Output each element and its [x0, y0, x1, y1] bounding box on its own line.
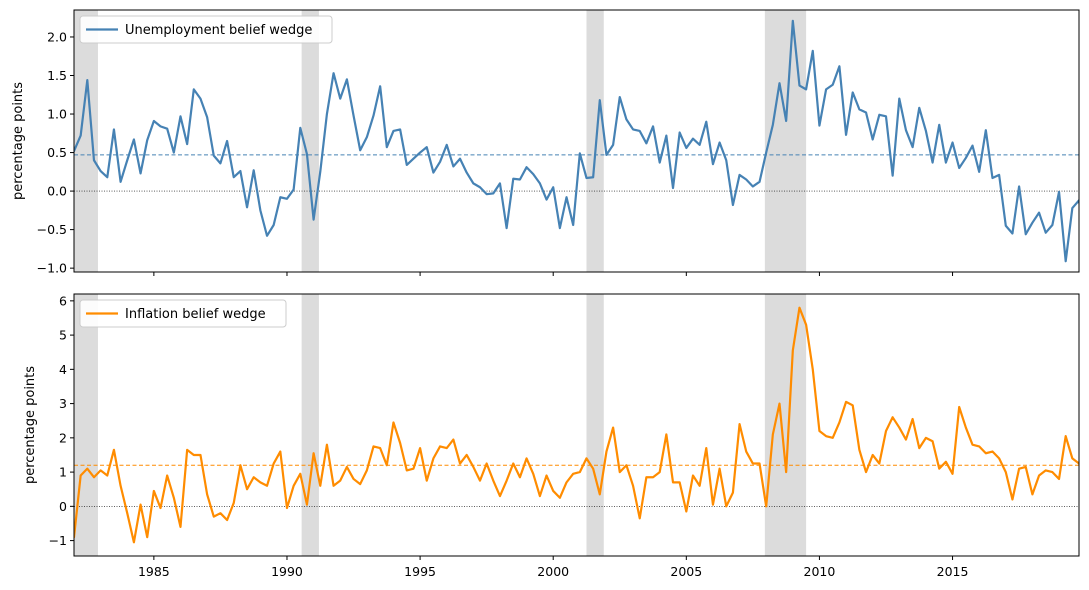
series-line	[74, 306, 1079, 544]
recession-band	[74, 10, 98, 272]
legend-label: Inflation belief wedge	[125, 307, 266, 322]
plot-area	[74, 10, 1079, 272]
legend: Inflation belief wedge	[79, 299, 287, 328]
y-tick-label: 0	[59, 499, 67, 514]
x-tick-label: 2010	[804, 564, 836, 579]
x-tick-label: 2015	[937, 564, 969, 579]
x-tick-label: 1995	[404, 564, 436, 579]
x-tick-label: 1990	[271, 564, 303, 579]
recession-band	[764, 294, 807, 556]
y-tick-label: 2.0	[47, 29, 67, 44]
legend-label: Unemployment belief wedge	[125, 23, 312, 38]
x-tick-label: 2005	[670, 564, 702, 579]
y-tick-label: −1	[49, 533, 67, 548]
y-tick-label: 0.5	[47, 145, 67, 160]
y-tick-label: 0.0	[47, 184, 67, 199]
plot-area	[74, 294, 1079, 556]
legend-box	[79, 15, 333, 44]
y-tick-label: −1.0	[37, 261, 67, 276]
y-tick-label: 3	[59, 396, 67, 411]
legend-box	[79, 299, 287, 328]
y-tick-label: 2	[59, 430, 67, 445]
y-tick-label: 1.5	[47, 68, 67, 83]
recession-band	[586, 10, 604, 272]
legend: Unemployment belief wedge	[79, 15, 333, 44]
y-tick-label: −0.5	[37, 222, 67, 237]
recession-band	[301, 294, 319, 556]
y-tick-label: 1	[59, 465, 67, 480]
recession-band	[74, 294, 98, 556]
y-axis-label: percentage points	[11, 82, 26, 200]
recession-band	[764, 10, 807, 272]
recession-band	[586, 294, 604, 556]
x-tick-label: 1985	[138, 564, 170, 579]
plot-frame	[73, 9, 1080, 273]
y-tick-label: 6	[59, 293, 67, 308]
inflation-panel: −1 0 1 2 3 4 5 6 1985 1990 1995 2000 2005 2010 2015 per…	[23, 293, 1080, 579]
y-tick-label: 1.0	[47, 107, 67, 122]
plot-frame	[73, 293, 1080, 557]
y-tick-label: 4	[59, 362, 67, 377]
y-tick-label: 5	[59, 328, 67, 343]
series-line	[74, 19, 1079, 263]
x-tick-label: 2000	[537, 564, 569, 579]
y-axis-label: percentage points	[23, 366, 38, 484]
unemployment-panel: −1.0 −0.5 0.0 0.5 1.0 1.5 2.0 percentage points…	[11, 9, 1080, 276]
